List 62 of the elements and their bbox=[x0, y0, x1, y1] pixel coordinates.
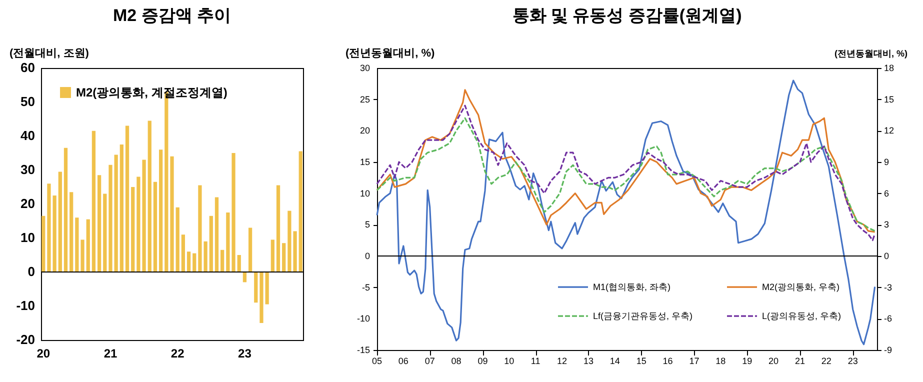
y2-tick-label: 6 bbox=[884, 188, 890, 198]
x-tick-label: 15 bbox=[636, 356, 646, 366]
x-tick-label: 23 bbox=[848, 356, 858, 366]
y-tick-label: -10 bbox=[356, 314, 370, 324]
x-tick-label: 08 bbox=[451, 356, 462, 366]
y-tick-label: -20 bbox=[16, 332, 35, 347]
x-tick-label: 13 bbox=[583, 356, 594, 366]
y-tick-label: 0 bbox=[364, 251, 370, 261]
x-tick-label: 14 bbox=[610, 356, 620, 366]
y2-tick-label: 9 bbox=[884, 157, 890, 167]
y2-tick-label: 15 bbox=[884, 94, 894, 104]
legend-label: M2(광의통화, 계절조정계열) bbox=[76, 86, 228, 100]
y-axis-title: (전월대비, 조원) bbox=[10, 48, 90, 60]
x-tick-label: 22 bbox=[170, 346, 185, 360]
x-tick-label: 21 bbox=[794, 356, 805, 366]
y2-tick-label: -9 bbox=[884, 345, 892, 355]
y2-tick-label: 0 bbox=[884, 251, 890, 261]
y-tick-label: 50 bbox=[20, 94, 35, 109]
x-tick-label: 17 bbox=[689, 356, 700, 366]
x-tick-label: 09 bbox=[478, 356, 488, 366]
x-tick-label: 12 bbox=[556, 356, 568, 366]
y2-tick-label: 18 bbox=[884, 63, 894, 73]
y2-tick-label: 12 bbox=[884, 126, 894, 136]
x-tick-label: 20 bbox=[36, 346, 50, 360]
x-tick-label: 22 bbox=[821, 356, 832, 366]
x-tick-label: 11 bbox=[530, 356, 540, 366]
legend-label: M1(협의통화, 좌축) bbox=[593, 282, 670, 292]
x-tick-label: 06 bbox=[398, 356, 408, 366]
y2-axis-title: (전년동월대비, %) bbox=[834, 48, 908, 58]
chart-title: M2 증감액 추이 bbox=[112, 6, 232, 25]
y-tick-label: 60 bbox=[20, 60, 35, 75]
x-tick-label: 23 bbox=[238, 346, 252, 360]
y-axis-title: (전년동월대비, %) bbox=[346, 48, 436, 60]
y-tick-label: 30 bbox=[360, 63, 370, 73]
x-tick-label: 07 bbox=[424, 356, 435, 366]
y-tick-label: 30 bbox=[20, 162, 35, 177]
y-tick-label: 10 bbox=[20, 230, 35, 245]
x-tick-label: 10 bbox=[504, 356, 514, 366]
y-tick-label: 20 bbox=[20, 196, 35, 211]
y-tick-label: 20 bbox=[360, 126, 370, 136]
y-tick-label: 25 bbox=[360, 94, 370, 104]
y-tick-label: 10 bbox=[360, 188, 370, 198]
x-tick-label: 19 bbox=[742, 356, 752, 366]
legend-label: L(광의유동성, 우축) bbox=[762, 311, 842, 322]
y-tick-label: -5 bbox=[362, 282, 370, 292]
chart-title: 통화 및 유동성 증감률(원계열) bbox=[512, 6, 742, 25]
x-tick-label: 05 bbox=[372, 356, 382, 366]
y-tick-label: 15 bbox=[360, 157, 370, 167]
x-tick-label: 16 bbox=[662, 356, 673, 366]
legend-label: Lf(금융기관유동성, 우축) bbox=[593, 311, 693, 322]
x-tick-label: 21 bbox=[104, 346, 118, 360]
y-tick-label: 40 bbox=[20, 128, 35, 143]
y2-tick-label: 3 bbox=[884, 220, 890, 230]
x-tick-label: 18 bbox=[716, 356, 726, 366]
y-tick-label: -10 bbox=[16, 298, 35, 313]
y2-tick-label: -3 bbox=[884, 282, 892, 292]
y-tick-label: 0 bbox=[28, 264, 35, 279]
x-tick-label: 20 bbox=[768, 356, 779, 366]
y2-tick-label: -6 bbox=[884, 314, 892, 324]
y-tick-label: -15 bbox=[356, 345, 370, 355]
legend-label: M2(광의통화, 우축) bbox=[762, 282, 840, 292]
y-tick-label: 5 bbox=[364, 220, 370, 230]
